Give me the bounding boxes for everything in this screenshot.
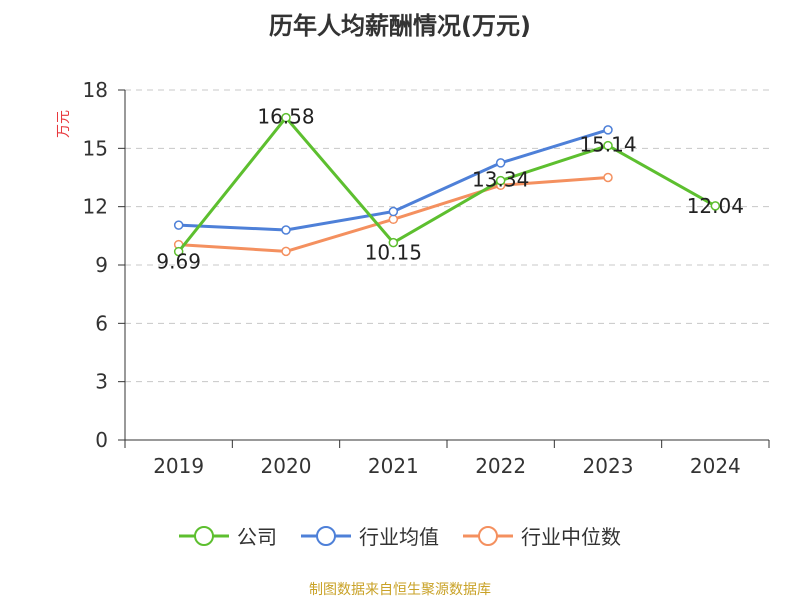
data-point	[603, 125, 613, 135]
data-point	[173, 220, 184, 230]
legend-label: 行业均值	[359, 525, 439, 549]
data-point	[495, 175, 506, 186]
data-point	[710, 201, 721, 211]
y-tick-label: 12	[83, 195, 108, 219]
x-tick-label: 2023	[583, 454, 634, 478]
legend-item[interactable]: 公司	[179, 521, 277, 550]
source-note: 制图数据来自恒生聚源数据库	[309, 582, 491, 598]
legend-swatch-icon	[463, 525, 513, 546]
legend-marker	[194, 525, 214, 546]
data-label: 15.14	[579, 133, 636, 157]
data-labels: 9.69 16.58 10.15 13.34 15.14 12.04	[156, 105, 744, 274]
legend-item[interactable]: 行业均值	[301, 521, 439, 550]
data-label: 16.58	[257, 105, 314, 129]
data-point	[603, 172, 613, 183]
y-axis-title: 万元	[56, 110, 72, 138]
x-tick-label: 2022	[475, 454, 526, 478]
data-point	[281, 225, 291, 235]
legend-marker	[316, 525, 336, 546]
legend-label: 行业中位数	[521, 525, 621, 549]
data-point	[173, 246, 184, 257]
axes: 0 3 6 9 12 15 18 2019 2020 2021 2022 2023 2024	[83, 78, 770, 478]
chart-legend: 公司 行业均值 行业中位数	[0, 521, 800, 550]
data-point	[281, 246, 291, 257]
x-tick-label: 2021	[368, 454, 419, 478]
series-lines	[173, 112, 721, 257]
chart-title: 历年人均薪酬情况(万元)	[269, 12, 531, 40]
data-label: 10.15	[365, 241, 422, 265]
data-point	[603, 140, 613, 151]
y-tick-label: 3	[95, 370, 108, 394]
data-label: 12.04	[687, 194, 744, 218]
data-label: 13.34	[472, 168, 529, 192]
y-tick-label: 15	[83, 136, 108, 160]
legend-item[interactable]: 行业中位数	[463, 521, 621, 550]
y-tick-label: 6	[95, 311, 108, 335]
y-tick-label: 9	[95, 253, 108, 277]
x-tick-label: 2024	[690, 454, 741, 478]
data-point	[388, 214, 399, 225]
x-tick-label: 2020	[261, 454, 312, 478]
legend-swatch-icon	[301, 525, 351, 546]
legend-swatch-icon	[179, 525, 229, 546]
data-label: 9.69	[156, 250, 201, 274]
y-tick-label: 18	[83, 78, 108, 102]
gridlines	[125, 89, 769, 383]
data-point	[388, 206, 399, 217]
x-tick-label: 2019	[153, 454, 204, 478]
y-tick-label: 0	[95, 428, 108, 452]
data-point	[495, 158, 506, 168]
data-point	[388, 237, 399, 248]
data-point	[281, 112, 291, 123]
legend-marker	[478, 525, 498, 546]
series-line-0	[177, 116, 717, 253]
legend-label: 公司	[237, 525, 277, 549]
